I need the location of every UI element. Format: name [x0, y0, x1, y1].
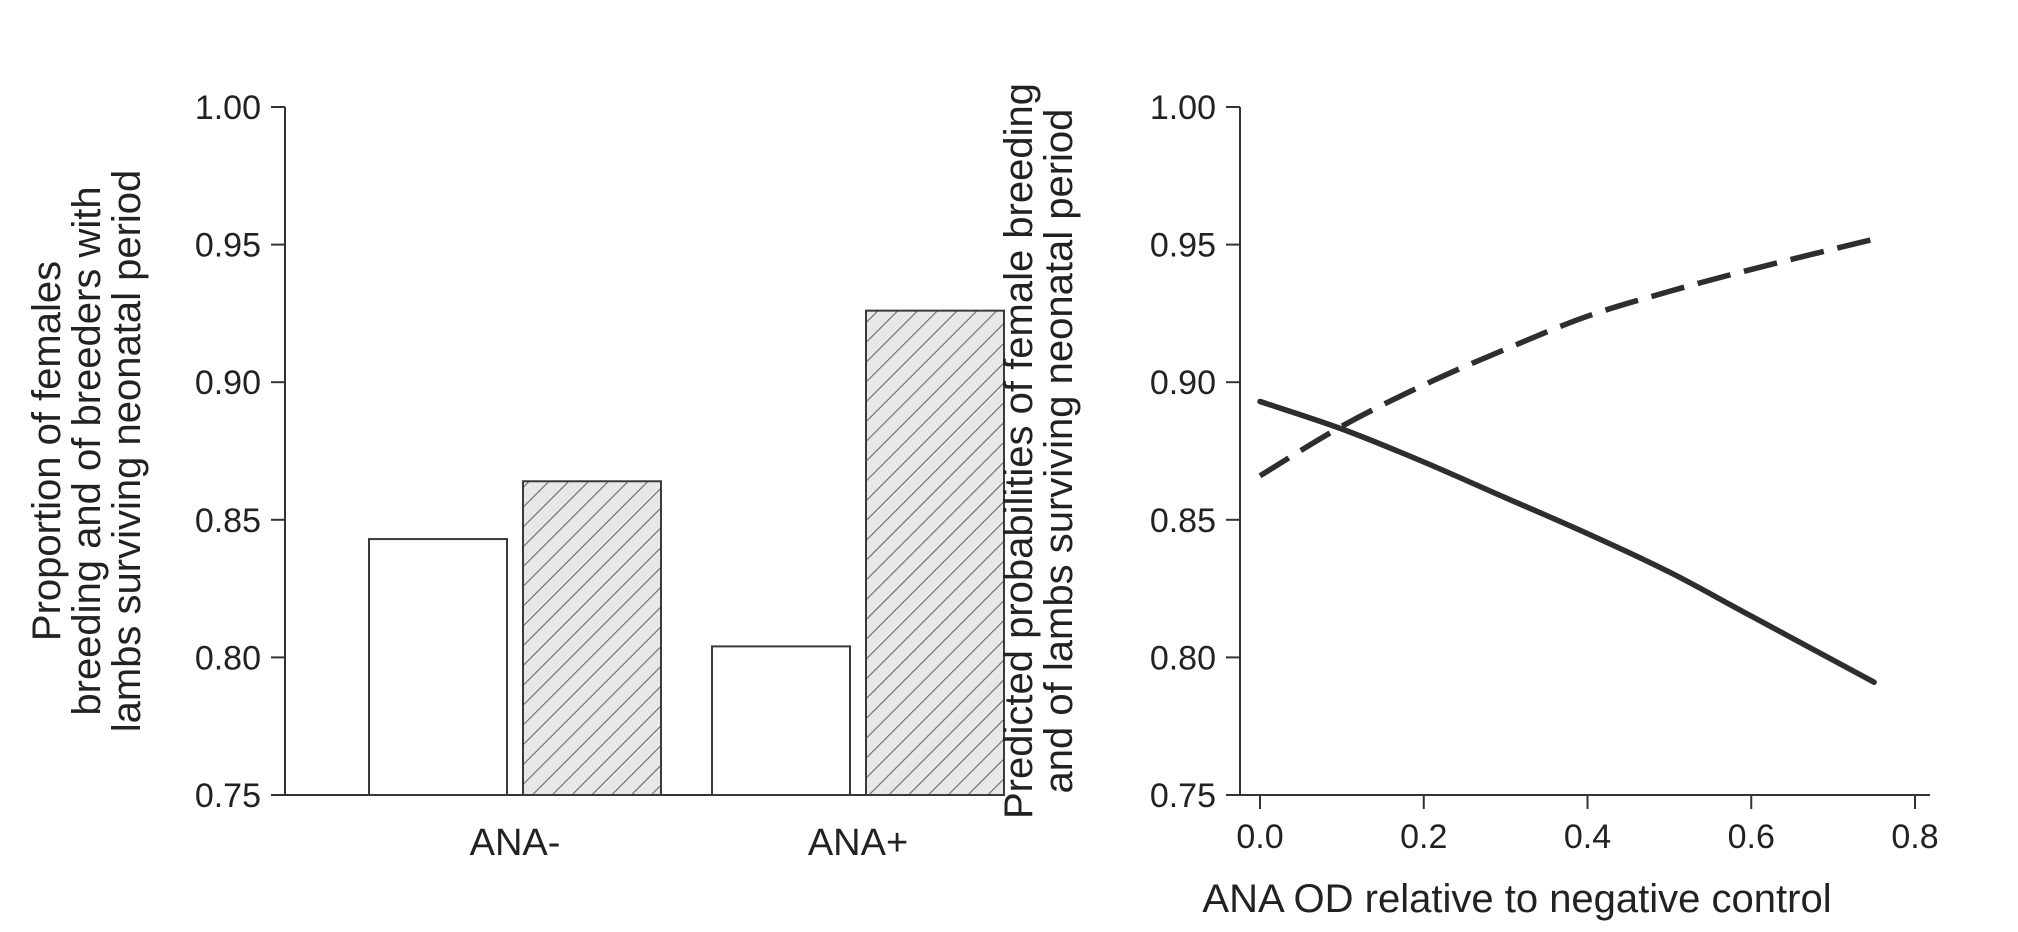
right-x-tick-label: 0.4	[1564, 818, 1611, 856]
left-y-axis-title-line: lambs surviving neonatal period	[105, 170, 149, 733]
right-y-tick-label: 0.75	[1150, 777, 1216, 815]
category-label: ANA-	[470, 822, 561, 864]
bar-ANA+-series2	[865, 309, 1005, 796]
bar-ANA--series1	[368, 538, 508, 797]
bar-ANA+-series1	[711, 645, 851, 797]
bar-chart-panel: 0.75 0.80 0.85 0.90 0.95 1.00 ANA- ANA+ Propor…	[25, 89, 1005, 864]
right-y-axis-title: Predicted probabilities of female breedi…	[997, 83, 1081, 819]
left-category-labels: ANA- ANA+	[470, 822, 909, 864]
right-x-tick-label: 0.0	[1236, 818, 1283, 856]
right-x-ticks: 0.0 0.2 0.4 0.6 0.8	[1236, 795, 1939, 856]
left-y-ticks: 0.75 0.80 0.85 0.90 0.95 1.00	[195, 89, 285, 815]
left-y-tick-label: 0.75	[195, 777, 261, 815]
left-y-tick-label: 0.85	[195, 502, 261, 540]
left-y-axis-title-line: breeding and of breeders with	[65, 186, 109, 715]
right-x-tick-label: 0.2	[1400, 818, 1447, 856]
dashed-series-line	[1258, 236, 1875, 479]
category-label: ANA+	[808, 822, 908, 864]
right-y-tick-label: 0.80	[1150, 639, 1216, 677]
right-y-tick-label: 0.90	[1150, 364, 1216, 402]
left-y-axis-title-line: Proportion of females	[25, 261, 69, 641]
left-y-tick-label: 1.00	[195, 89, 261, 127]
bar-group	[368, 309, 1005, 797]
right-x-axis-title: ANA OD relative to negative control	[1202, 877, 1831, 921]
right-y-axis-title-line: Predicted probabilities of female breedi…	[997, 83, 1041, 819]
line-chart-panel: 0.75 0.80 0.85 0.90 0.95 1.00 0.0 0.2 0.4 0.6 0.8…	[997, 83, 1939, 921]
right-y-axis-title-line: and of lambs surviving neonatal period	[1037, 109, 1081, 794]
right-y-tick-label: 0.85	[1150, 502, 1216, 540]
solid-series-line	[1257, 398, 1877, 685]
right-y-ticks: 0.75 0.80 0.85 0.90 0.95 1.00	[1150, 89, 1240, 815]
right-y-tick-label: 0.95	[1150, 227, 1216, 265]
left-y-tick-label: 0.80	[195, 639, 261, 677]
right-x-tick-label: 0.6	[1728, 818, 1775, 856]
right-y-tick-label: 1.00	[1150, 89, 1216, 127]
left-y-tick-label: 0.95	[195, 227, 261, 265]
bar-ANA--series2	[522, 480, 662, 796]
right-x-tick-label: 0.8	[1891, 818, 1938, 856]
line-series-group	[1257, 236, 1877, 685]
left-y-tick-label: 0.90	[195, 364, 261, 402]
left-y-axis-title: Proportion of femalesbreeding and of bre…	[25, 170, 149, 733]
